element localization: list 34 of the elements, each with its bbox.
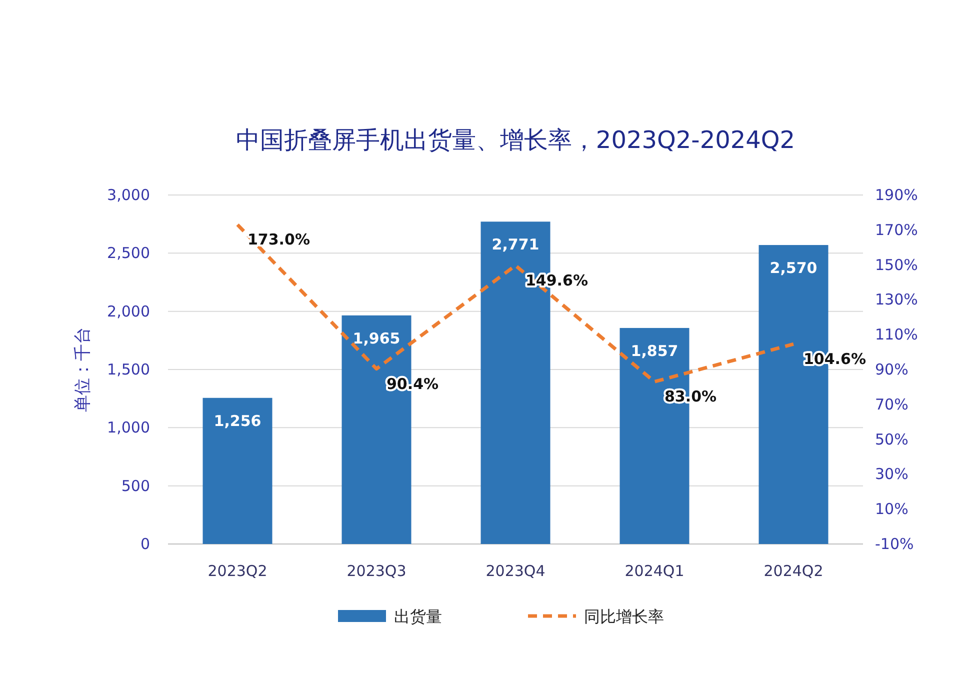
y2-tick-label: 150% (875, 256, 918, 274)
y2-tick-label: 190% (875, 186, 918, 204)
x-tick-label: 2023Q3 (346, 562, 406, 580)
y-tick-label: 3,000 (107, 186, 150, 204)
y-tick-label: 1,000 (107, 418, 150, 437)
bar (202, 398, 272, 544)
y2-tick-label: 170% (875, 220, 918, 239)
y2-tick-label: 10% (875, 500, 908, 518)
y-tick-label: 2,500 (107, 244, 150, 262)
data-label: 1,857 (630, 342, 678, 360)
y-axis-title: 单位：千台 (73, 327, 93, 412)
y-tick-label: 0 (140, 535, 150, 553)
y-tick-label: 2,000 (107, 302, 150, 320)
x-tick-label: 2024Q2 (764, 562, 824, 580)
legend-label: 同比增长率 (584, 607, 664, 626)
y2-tick-label: -10% (875, 535, 914, 553)
y-tick-label: 500 (121, 476, 150, 495)
data-label: 2,570 (770, 259, 818, 278)
y-tick-label: 1,500 (107, 360, 150, 378)
y2-tick-label: 70% (875, 395, 908, 414)
y2-tick-label: 130% (875, 290, 918, 309)
y2-tick-label: 110% (875, 326, 918, 344)
data-label: 1,965 (352, 329, 400, 348)
x-tick-label: 2023Q2 (208, 562, 268, 580)
y2-tick-label: 50% (875, 430, 908, 448)
data-label: 1,256 (214, 412, 262, 430)
y2-tick-label: 90% (875, 360, 908, 378)
chart-title: 中国折叠屏手机出货量、增长率，2023Q2-2024Q2 (236, 126, 796, 154)
data-label: 173.0% (248, 230, 310, 249)
x-tick-label: 2023Q4 (486, 562, 546, 580)
y2-tick-label: 30% (875, 465, 908, 484)
data-label: 2,771 (492, 236, 540, 254)
x-tick-label: 2024Q1 (624, 562, 684, 580)
legend-label: 出货量 (394, 607, 442, 626)
